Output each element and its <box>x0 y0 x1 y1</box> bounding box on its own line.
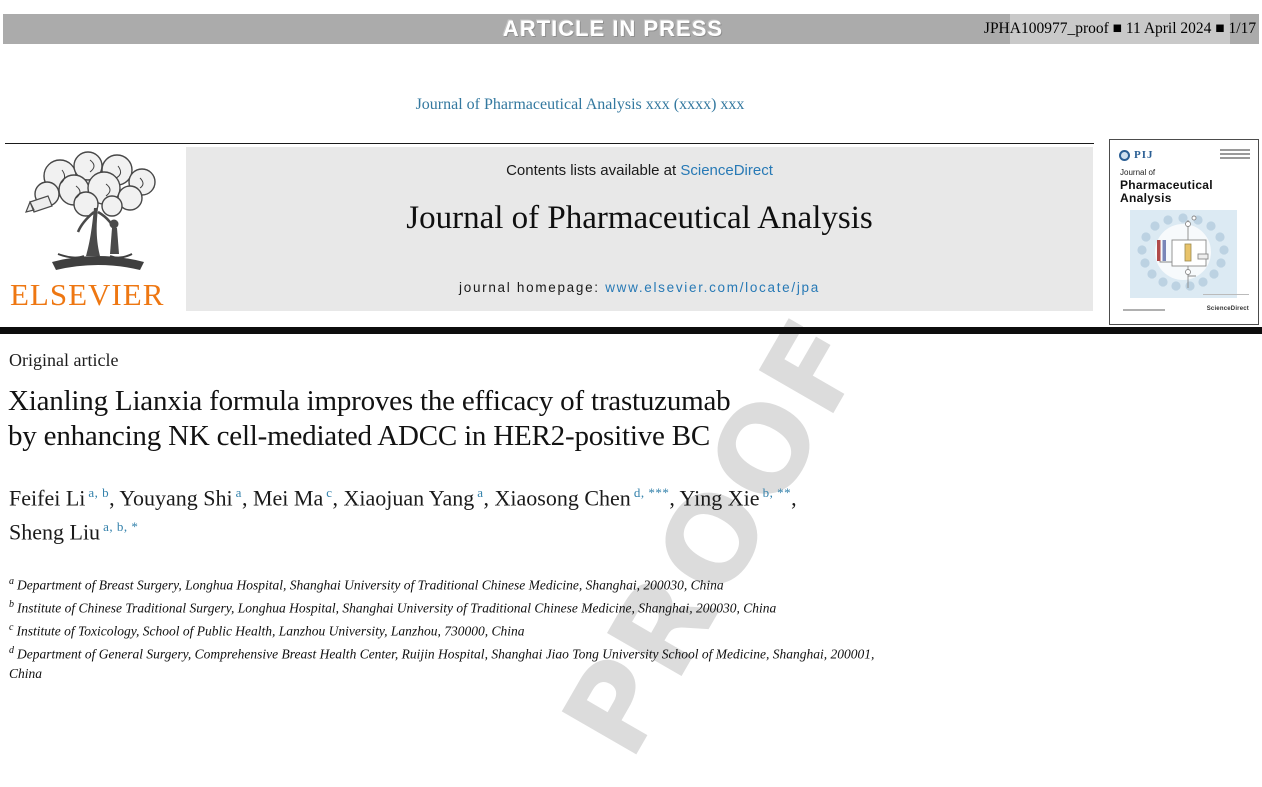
pij-logo-label: PIJ <box>1134 149 1154 161</box>
contents-line: Contents lists available at ScienceDirec… <box>186 162 1093 179</box>
author-superscript: c <box>326 485 333 500</box>
cover-diagram <box>1130 210 1237 298</box>
author-name: Sheng Liu <box>9 519 101 545</box>
elsevier-wordmark: ELSEVIER <box>10 277 165 312</box>
affiliation-superscript: b <box>9 598 14 610</box>
elsevier-logo-block: ELSEVIER <box>10 150 184 313</box>
article-in-press-banner: ARTICLE IN PRESS JPHA100977_proof ■ 11 A… <box>3 14 1259 44</box>
journal-title: Journal of Pharmaceutical Analysis <box>406 200 873 236</box>
affiliation-superscript: d <box>9 644 14 656</box>
author-name: Ying Xie <box>679 485 760 511</box>
author-list: Feifei Li a, b, Youyang Shi a, Mei Ma c, Xi… <box>9 478 797 547</box>
author-separator: , <box>241 485 253 511</box>
author-name: Youyang Shi <box>119 485 233 511</box>
sciencedirect-link[interactable]: ScienceDirect <box>680 162 773 179</box>
elsevier-tree-logo <box>25 151 156 270</box>
affiliation-row: c Institute of Toxicology, School of Publ… <box>9 618 1103 641</box>
affiliation-row: a Department of Breast Surgery, Longhua H… <box>9 572 1103 595</box>
author-separator: , <box>109 485 120 511</box>
journal-cover-thumbnail: PIJ Journal of Pharmaceutical Analysis S… <box>1109 139 1259 325</box>
cover-footer-brand-block: ScienceDirect <box>1203 294 1249 315</box>
author-superscript: b, ** <box>762 485 792 500</box>
affiliation-text: Institute of Toxicology, School of Publi… <box>16 623 525 639</box>
author-superscript: d, *** <box>633 485 670 500</box>
cover-footer-text-line <box>1123 309 1165 311</box>
journal-header-box: Contents lists available at ScienceDirec… <box>186 147 1093 311</box>
header-bottom-rule <box>0 327 1262 334</box>
homepage-line: journal homepage: www.elsevier.com/locat… <box>186 280 1093 295</box>
author-name: Xiaojuan Yang <box>343 485 475 511</box>
article-title: Xianling Lianxia formula improves the ef… <box>8 384 731 454</box>
affiliation-superscript: c <box>9 621 14 633</box>
affiliation-text: Department of Breast Surgery, Longhua Ho… <box>17 577 724 593</box>
cover-title-line1: Journal of <box>1120 168 1156 177</box>
cover-title-line2: Pharmaceutical <box>1120 178 1213 192</box>
article-title-line2: by enhancing NK cell-mediated ADCC in HE… <box>8 420 711 452</box>
author-separator: , <box>332 485 344 511</box>
article-title-line1: Xianling Lianxia formula improves the ef… <box>8 385 731 417</box>
cover-logo-row: PIJ <box>1119 149 1154 161</box>
author-superscript: a <box>235 485 242 500</box>
affiliation-list: a Department of Breast Surgery, Longhua H… <box>9 572 1103 683</box>
author-separator: , <box>669 485 680 511</box>
cover-title-line3: Analysis <box>1120 191 1172 205</box>
author-separator: , <box>483 485 495 511</box>
running-head: Journal of Pharmaceutical Analysis xxx (… <box>415 96 745 113</box>
cover-sciencedirect-label: ScienceDirect <box>1206 306 1249 312</box>
pij-circle-icon <box>1119 149 1130 161</box>
author-name: Feifei Li <box>9 485 86 511</box>
author-superscript: a <box>477 485 484 500</box>
article-in-press-label: ARTICLE IN PRESS <box>502 16 724 41</box>
affiliation-row: d Department of General Surgery, Comprehe… <box>9 641 1103 683</box>
author-superscript: a, b <box>88 485 110 500</box>
affiliation-text: Institute of Chinese Traditional Surgery… <box>17 600 777 616</box>
contents-prefix: Contents lists available at <box>506 162 681 179</box>
affiliation-text: Department of General Surgery, Comprehen… <box>17 646 875 662</box>
author-superscript: a, b, * <box>103 519 139 535</box>
article-type-label: Original article <box>9 350 119 370</box>
homepage-prefix: journal homepage: <box>459 280 606 295</box>
author-separator: , <box>791 485 797 511</box>
author-name: Mei Ma <box>252 485 324 511</box>
header-top-rule <box>5 143 1094 144</box>
proof-info: JPHA100977_proof ■ 11 April 2024 ■ 1/17 <box>984 14 1256 44</box>
homepage-link[interactable]: www.elsevier.com/locate/jpa <box>605 280 820 295</box>
author-name: Xiaosong Chen <box>494 485 631 511</box>
affiliation-text-continued: China <box>9 665 43 681</box>
affiliation-superscript: a <box>9 576 14 587</box>
cover-issn-lines <box>1220 149 1250 161</box>
affiliation-row: b Institute of Chinese Traditional Surger… <box>9 595 1103 618</box>
